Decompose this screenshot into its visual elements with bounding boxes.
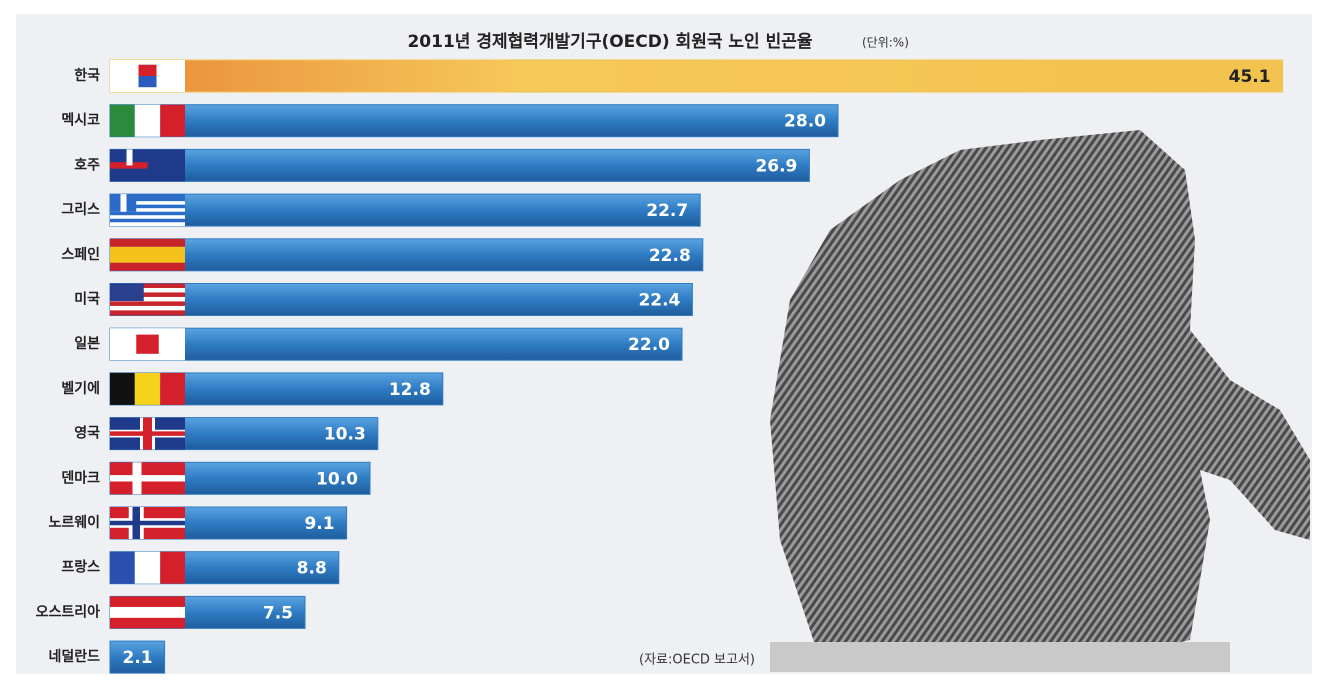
source: (자료:OECD 보고서)	[639, 653, 755, 668]
bar	[109, 640, 166, 674]
bar	[109, 238, 704, 272]
bar	[109, 148, 810, 182]
flag	[138, 64, 157, 76]
y-tick-label: 스페인	[61, 246, 100, 263]
bar	[109, 283, 693, 316]
y-tick-label: 노르웨이	[48, 514, 100, 531]
flag	[110, 292, 185, 297]
flag	[110, 104, 135, 137]
flag	[134, 372, 161, 405]
flag	[136, 334, 159, 354]
flag	[110, 283, 185, 288]
flag	[110, 520, 185, 526]
flag	[134, 551, 161, 584]
value-label: 10.3	[324, 425, 366, 445]
flag	[160, 104, 185, 137]
value-label: 22.7	[646, 201, 688, 221]
flag	[134, 104, 161, 137]
chart-title: 2011년 경제협력개발기구(OECD) 회원국 노인 빈곤율	[407, 31, 812, 52]
y-tick-label: 오스트리아	[36, 603, 101, 620]
value-label: 12.8	[389, 380, 431, 400]
flag	[160, 372, 185, 405]
flag	[143, 417, 152, 450]
flag	[110, 208, 185, 212]
bar	[109, 327, 683, 361]
value-label: 9.1	[304, 514, 334, 534]
y-tick-label: 한국	[74, 68, 100, 84]
value-label: 8.8	[297, 559, 327, 579]
value-label: 22.0	[628, 335, 670, 355]
flag	[110, 246, 185, 263]
flag	[110, 262, 185, 271]
y-tick-label: 덴마크	[61, 470, 100, 486]
flag	[110, 222, 185, 227]
y-tick-label: 그리스	[61, 202, 100, 218]
y-tick-label: 호주	[74, 157, 100, 173]
flag	[126, 149, 133, 166]
flag	[110, 283, 144, 302]
flag	[110, 201, 185, 205]
bar	[109, 104, 839, 138]
bar	[109, 193, 701, 227]
value-label: 7.5	[263, 603, 293, 623]
y-tick-label: 네덜란드	[48, 648, 100, 665]
flag	[132, 462, 142, 495]
y-tick-label: 프랑스	[61, 560, 100, 576]
flag	[110, 215, 185, 219]
y-tick-label: 미국	[74, 292, 100, 308]
value-label: 10.0	[316, 469, 358, 489]
y-tick-label: 벨기에	[61, 381, 100, 397]
chart-subtitle: (단위:%)	[862, 36, 909, 50]
y-tick-label: 멕시코	[61, 112, 100, 129]
value-label: 22.4	[638, 291, 680, 311]
flag	[110, 606, 185, 618]
y-tick-label: 일본	[74, 336, 100, 352]
value-label: 22.8	[649, 246, 691, 266]
flag	[160, 551, 185, 584]
flag	[110, 301, 185, 306]
y-tick-label: 영국	[74, 425, 100, 442]
flag	[110, 310, 185, 316]
value-label: 28.0	[784, 112, 826, 132]
flag	[132, 507, 140, 539]
flag	[110, 551, 135, 584]
flag	[110, 372, 135, 405]
bar	[109, 59, 1284, 93]
flag	[110, 475, 185, 482]
value-label: 26.9	[755, 156, 797, 176]
value-label: 2.1	[122, 648, 152, 668]
flag	[120, 194, 127, 212]
flag	[110, 238, 185, 247]
value-label: 45.1	[1229, 67, 1271, 87]
photo	[770, 130, 1310, 672]
